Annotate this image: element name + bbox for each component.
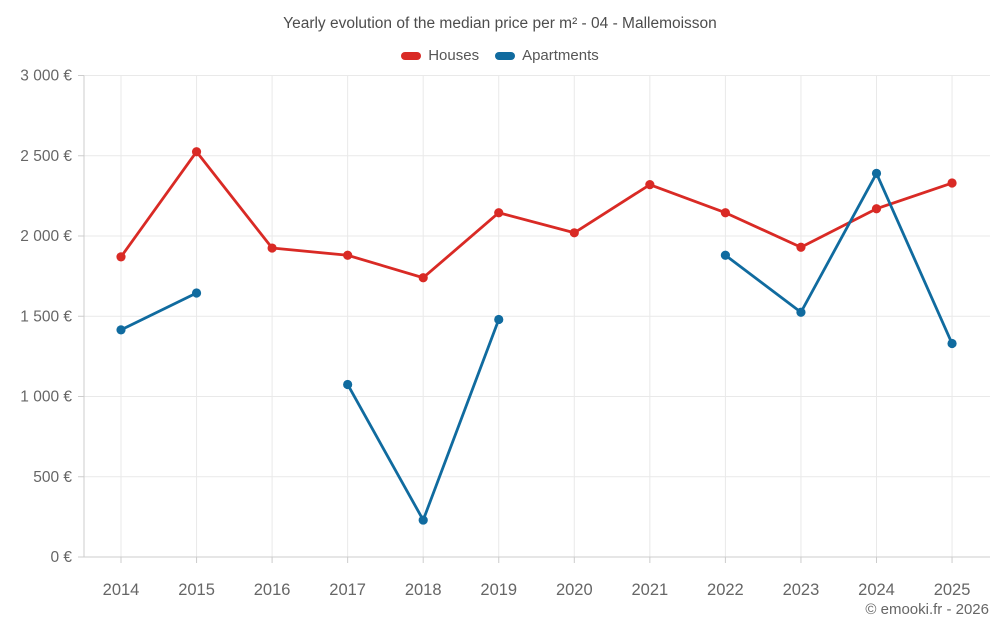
apartments-point-2015[interactable] — [191, 288, 202, 298]
y-tick-label-2500: 2 500 € — [20, 148, 72, 165]
x-tick-label-2014: 2014 — [103, 581, 140, 599]
apartments-point-2023[interactable] — [796, 307, 806, 317]
apartments-point-2017[interactable] — [343, 379, 353, 390]
x-tick-label-2023: 2023 — [783, 581, 820, 599]
chart-footer-credit: © emooki.fr - 2026 — [865, 601, 989, 618]
houses-point-2022[interactable] — [720, 208, 731, 218]
x-tick-label-2018: 2018 — [405, 581, 442, 599]
legend-label-houses: Houses — [428, 47, 480, 64]
houses-point-2015[interactable] — [191, 147, 202, 157]
chart-legend: Houses Apartments — [0, 47, 1000, 64]
legend-marker-apartments-icon — [495, 51, 516, 60]
houses-point-2021[interactable] — [645, 180, 655, 190]
x-tick-label-2020: 2020 — [556, 581, 593, 599]
y-tick-label-3000: 3 000 € — [20, 68, 72, 85]
legend-item-apartments[interactable]: Apartments — [495, 47, 599, 64]
x-tick-label-2017: 2017 — [329, 581, 366, 599]
houses-point-2024[interactable] — [871, 204, 882, 214]
apartments-point-2014[interactable] — [116, 325, 126, 335]
houses-point-2014[interactable] — [116, 252, 126, 262]
apartments-point-2018[interactable] — [418, 515, 428, 525]
y-tick-label-2000: 2 000 € — [20, 228, 72, 245]
legend-marker-houses-icon — [401, 51, 422, 60]
y-tick-label-500: 500 € — [33, 469, 72, 486]
legend-label-apartments: Apartments — [522, 47, 599, 64]
x-tick-label-2015: 2015 — [178, 581, 215, 599]
houses-point-2020[interactable] — [569, 228, 579, 238]
houses-point-2023[interactable] — [796, 242, 806, 252]
x-tick-label-2025: 2025 — [934, 581, 971, 599]
x-tick-label-2019: 2019 — [480, 581, 517, 599]
houses-point-2025[interactable] — [947, 178, 957, 188]
x-tick-label-2021: 2021 — [631, 581, 668, 599]
apartments-line — [724, 172, 954, 345]
apartments-point-2019[interactable] — [494, 314, 504, 325]
houses-point-2019[interactable] — [494, 208, 504, 218]
apartments-point-2024[interactable] — [871, 168, 882, 179]
y-tick-label-1000: 1 000 € — [20, 389, 72, 406]
apartments-line — [119, 291, 198, 332]
x-tick-label-2024: 2024 — [858, 581, 895, 599]
y-tick-label-1500: 1 500 € — [20, 308, 72, 325]
houses-line — [119, 150, 954, 280]
x-tick-label-2016: 2016 — [254, 581, 291, 599]
houses-point-2017[interactable] — [343, 250, 353, 260]
y-tick-label-0: 0 € — [50, 549, 72, 566]
x-tick-label-2022: 2022 — [707, 581, 744, 599]
apartments-point-2025[interactable] — [947, 338, 957, 349]
chart-title: Yearly evolution of the median price per… — [283, 15, 717, 32]
legend-item-houses[interactable]: Houses — [401, 47, 479, 64]
houses-point-2018[interactable] — [418, 273, 428, 283]
apartments-point-2022[interactable] — [720, 250, 731, 260]
houses-point-2016[interactable] — [267, 243, 277, 253]
